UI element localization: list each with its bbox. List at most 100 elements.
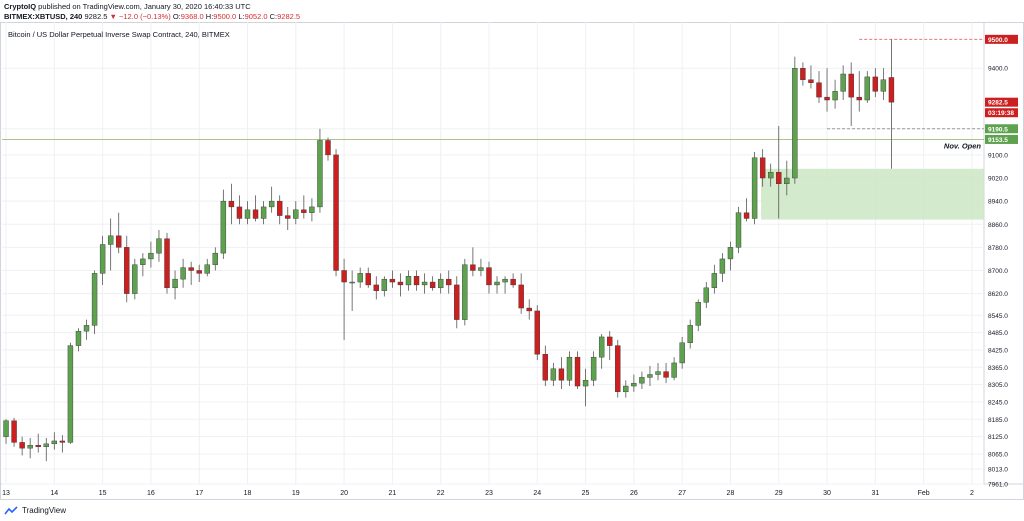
- candle-body: [695, 302, 701, 326]
- candle-body: [832, 91, 838, 101]
- candle-body: [124, 247, 130, 294]
- candle-body: [478, 267, 484, 271]
- candle-body: [59, 440, 66, 443]
- candle-body: [11, 420, 17, 443]
- candle-body: [325, 140, 331, 156]
- candle-body: [116, 235, 122, 248]
- candle-body: [776, 172, 782, 185]
- time-tick-label: 20: [340, 490, 348, 497]
- candle-body: [51, 440, 58, 445]
- candle-body: [107, 235, 114, 245]
- price-tick-label: 9100.0: [988, 152, 1008, 159]
- price-label-box: [985, 34, 1018, 44]
- chart-area[interactable]: 7961.0 8013.0 8065.0 8125.0 8185.0 8245.0 8305…: [0, 22, 1024, 500]
- candle-body: [413, 276, 420, 286]
- candle-body: [671, 362, 677, 378]
- candle-body: [196, 270, 202, 274]
- price-tick-label: 8860.0: [988, 222, 1008, 229]
- candle-body: [631, 382, 637, 387]
- time-tick-label: 23: [485, 490, 493, 497]
- time-tick-label: 16: [147, 490, 155, 497]
- candle-body: [389, 278, 396, 283]
- candle-body: [164, 238, 170, 289]
- candle-body: [526, 307, 532, 312]
- candle-body: [663, 371, 669, 378]
- tradingview-logo-icon: [4, 506, 18, 515]
- candle-body: [711, 273, 718, 289]
- candle-body: [808, 79, 814, 83]
- price-tick-label: 7961.0: [988, 482, 1008, 489]
- price-tick-label: 8125.0: [988, 434, 1008, 441]
- candle-body: [301, 209, 307, 213]
- time-tick-label: 14: [50, 490, 58, 497]
- price-tick-label: 8305.0: [988, 382, 1008, 389]
- candle-body: [615, 345, 621, 393]
- time-tick-label: 17: [195, 490, 203, 497]
- candle-body: [848, 73, 854, 98]
- candle-body: [864, 76, 870, 101]
- price-label-box: [985, 97, 1018, 107]
- candle-body: [446, 278, 452, 286]
- candle-body: [623, 385, 629, 393]
- candle-body: [574, 356, 581, 387]
- chart-title: Bitcoin / US Dollar Perpetual Inverse Sw…: [8, 30, 230, 39]
- price-label-text: 9282.5: [988, 100, 1008, 107]
- time-tick-label: 25: [582, 490, 590, 497]
- candle-body: [220, 200, 227, 254]
- last-price: 9282.5: [84, 12, 108, 21]
- low-label: L:: [238, 12, 245, 21]
- candle-body: [486, 267, 492, 286]
- time-tick-label: 29: [775, 490, 783, 497]
- candle-body: [502, 278, 508, 283]
- candle-body: [397, 281, 404, 286]
- candle-body: [566, 356, 573, 381]
- candle-body: [204, 264, 210, 274]
- candle-body: [437, 278, 444, 289]
- price-tick-label: 8700.0: [988, 268, 1008, 275]
- candle-body: [140, 258, 146, 265]
- candle-body: [285, 215, 291, 219]
- price-label-box: [985, 124, 1018, 134]
- candle-body: [792, 68, 798, 179]
- candle-body: [67, 345, 74, 443]
- price-tick-label: 8245.0: [988, 399, 1008, 406]
- price-change: ▼ −12.0 (−0.13%): [109, 12, 171, 21]
- publish-header: CryptoIQ published on TradingView.com, J…: [4, 2, 300, 22]
- candle-body: [19, 442, 25, 449]
- candle-body: [703, 287, 709, 303]
- candle-body: [277, 200, 283, 216]
- candle-body: [647, 374, 653, 378]
- candle-body: [840, 73, 846, 92]
- price-label-text: 9153.5: [988, 137, 1008, 144]
- candle-body: [99, 244, 106, 274]
- candle-body: [260, 206, 267, 219]
- candle-body: [188, 267, 194, 271]
- candle-body: [719, 258, 726, 274]
- candle-body: [800, 68, 806, 80]
- published-text: published on TradingView.com, January 30…: [36, 2, 251, 11]
- price-label-box: [985, 108, 1018, 118]
- candle-body: [687, 325, 693, 343]
- candle-body: [3, 420, 9, 437]
- candlestick-chart[interactable]: 7961.0 8013.0 8065.0 8125.0 8185.0 8245.0 8305…: [0, 22, 1024, 500]
- candle-body: [582, 380, 589, 387]
- time-tick-label: 19: [292, 490, 300, 497]
- candle-body: [349, 281, 355, 284]
- candle-body: [91, 273, 98, 326]
- candle-body: [252, 209, 259, 219]
- low-value: 9052.0: [244, 12, 268, 21]
- candle-body: [607, 336, 613, 346]
- candle-body: [679, 342, 685, 364]
- candle-body: [429, 281, 436, 289]
- symbol-line: BITMEX:XBTUSD, 240 9282.5 ▼ −12.0 (−0.13…: [4, 12, 300, 22]
- time-tick-label: 18: [244, 490, 252, 497]
- candle-body: [759, 157, 766, 179]
- candle-body: [132, 264, 138, 294]
- footer-brand: TradingView: [22, 506, 67, 515]
- publish-line: CryptoIQ published on TradingView.com, J…: [4, 2, 300, 12]
- price-label-text: 9190.5: [988, 126, 1008, 133]
- candle-body: [494, 281, 500, 286]
- candle-body: [373, 284, 379, 291]
- price-tick-label: 8365.0: [988, 365, 1008, 372]
- candle-body: [518, 284, 524, 309]
